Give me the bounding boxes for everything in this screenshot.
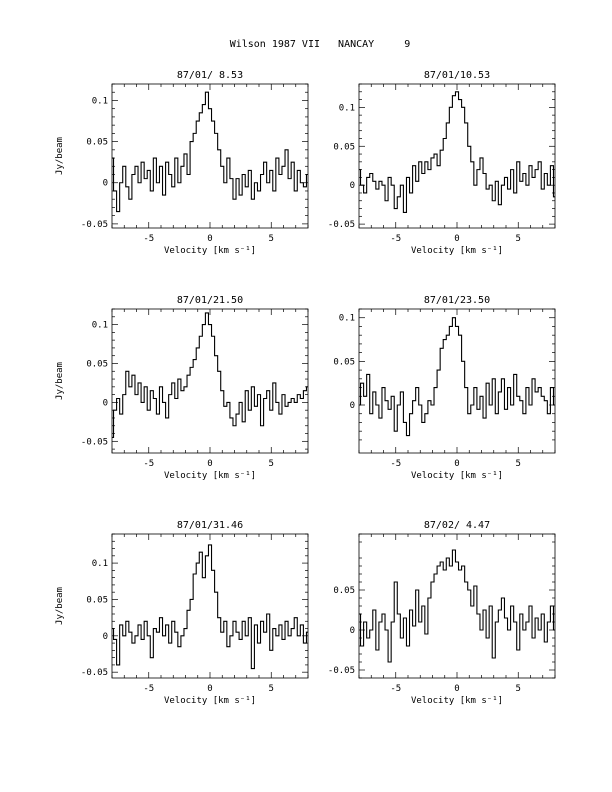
x-axis-label: Velocity [km s⁻¹] [164,696,256,706]
y-tick-label: 0 [350,626,355,636]
spectrum-panel-5: 87/01/31.46 -5 0 5 0.1 0.05 0 -0.05 Velocity [km… [55,520,309,706]
x-axis-label: Velocity [km s⁻¹] [164,246,256,256]
x-tick-label: 5 [516,234,521,244]
x-tick-label: 5 [516,684,521,694]
y-axis-label: Jy/beam [55,362,65,400]
y-tick-label: 0.1 [92,559,108,569]
x-tick-label: -5 [390,684,401,694]
panel-title: 87/01/ 8.53 [177,70,243,81]
y-tick-label: -0.05 [81,668,108,678]
x-tick-label: 0 [454,459,459,469]
x-axis-label: Velocity [km s⁻¹] [411,246,503,256]
x-tick-label: -5 [390,459,401,469]
y-tick-label: 0 [103,179,108,189]
y-tick-label: -0.05 [81,220,108,230]
y-tick-label: 0.1 [92,321,108,331]
y-tick-label: 0.05 [86,138,108,148]
y-tick-label: 0.1 [339,314,355,324]
y-tick-label: 0.05 [333,357,355,367]
x-axis-label: Velocity [km s⁻¹] [411,696,503,706]
x-tick-label: 5 [516,459,521,469]
y-tick-label: 0 [350,401,355,411]
spectrum-series-line [359,549,555,663]
y-tick-label: -0.05 [328,220,355,230]
x-tick-label: 5 [269,234,274,244]
x-tick-label: -5 [143,684,154,694]
spectrum-series-line [359,91,555,213]
y-tick-label: -0.05 [328,666,355,676]
panel-title: 87/01/31.46 [177,520,243,531]
x-tick-label: 0 [207,459,212,469]
panel-title: 87/01/21.50 [177,295,243,306]
x-tick-label: 5 [269,684,274,694]
page-title: Wilson 1987 VII NANCAY 9 [230,39,411,50]
y-tick-label: 0.1 [339,103,355,113]
y-tick-label: 0.05 [333,586,355,596]
x-tick-label: -5 [143,459,154,469]
y-tick-label: 0 [350,181,355,191]
panel-title: 87/01/23.50 [424,295,490,306]
x-tick-label: -5 [390,234,401,244]
plot-frame [358,308,556,454]
y-tick-label: -0.05 [81,437,108,447]
panel-grid: 87/01/ 8.53 -5 0 5 0.1 0.05 0 -0.05 Velocity [km… [55,70,556,706]
x-tick-label: 0 [207,684,212,694]
plot-frame [111,308,309,454]
panel-title: 87/01/10.53 [424,70,490,81]
plot-frame [111,533,309,679]
spectrum-panel-1: 87/01/ 8.53 -5 0 5 0.1 0.05 0 -0.05 Velocity [km… [55,70,309,256]
y-tick-label: 0.05 [86,595,108,605]
plot-frame [111,83,309,229]
spectrum-series-line [359,317,555,437]
spectrum-panel-6: 87/02/ 4.47 -5 0 5 0.05 0 -0.05 Velocity [km s⁻… [328,520,556,706]
spectrum-series-line [112,312,308,438]
x-tick-label: 5 [269,459,274,469]
x-tick-label: 0 [454,684,459,694]
y-axis-label: Jy/beam [55,587,65,625]
x-tick-label: 0 [207,234,212,244]
spectrum-panel-2: 87/01/10.53 -5 0 5 0.1 0.05 0 -0.05 Velocity [km… [328,70,556,256]
y-axis-label: Jy/beam [55,137,65,175]
x-axis-label: Velocity [km s⁻¹] [164,471,256,481]
panel-title: 87/02/ 4.47 [424,520,490,531]
y-tick-label: 0.05 [333,142,355,152]
spectrum-panel-4: 87/01/23.50 -5 0 5 0.1 0.05 0 Velocity [km s⁻¹] [333,295,556,481]
spectrum-panel-3: 87/01/21.50 -5 0 5 0.1 0.05 0 -0.05 Velocity [km… [55,295,309,481]
spectrum-series-line [112,544,308,670]
x-tick-label: 0 [454,234,459,244]
x-axis-label: Velocity [km s⁻¹] [411,471,503,481]
spectrum-series-line [112,91,308,213]
y-tick-label: 0 [103,632,108,642]
plot-frame [358,83,556,229]
y-tick-label: 0.05 [86,359,108,369]
y-tick-label: 0 [103,398,108,408]
y-tick-label: 0.1 [92,96,108,106]
x-tick-label: -5 [143,234,154,244]
